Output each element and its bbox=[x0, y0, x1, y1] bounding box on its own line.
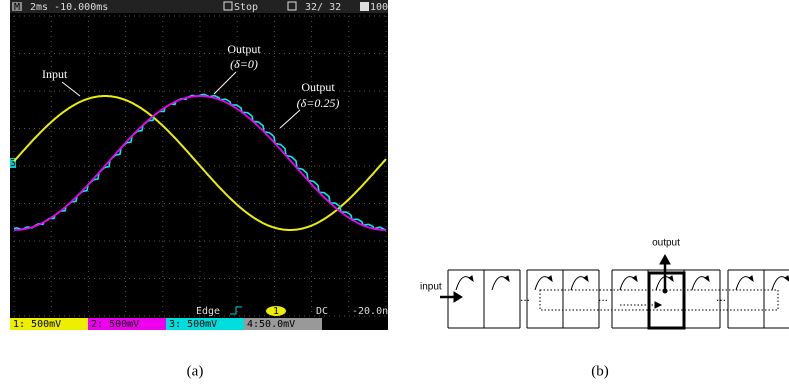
zoom-icon bbox=[360, 2, 369, 11]
arrowhead bbox=[548, 276, 552, 281]
trigger-coupling: DC bbox=[316, 306, 328, 317]
channel-label: 2: 500mV bbox=[91, 319, 139, 330]
arrowhead bbox=[705, 276, 709, 281]
channel-label: 3: 500mV bbox=[169, 319, 217, 330]
arrowhead bbox=[633, 276, 637, 281]
arrowhead bbox=[749, 276, 753, 281]
tap bbox=[663, 289, 667, 293]
menu: M bbox=[14, 2, 20, 13]
caption: (b) bbox=[591, 363, 609, 379]
input-label: input bbox=[420, 282, 442, 293]
trigger-source: 1 bbox=[273, 306, 279, 317]
arrowhead bbox=[505, 276, 509, 281]
arrowhead bbox=[660, 255, 670, 264]
annotation: Output bbox=[227, 42, 261, 56]
annotation: Input bbox=[42, 67, 68, 81]
run-state: Stop bbox=[234, 2, 258, 13]
annotation: Output bbox=[301, 80, 335, 94]
oscilloscope: M 2ms -10.000ms Stop 32/ 32 100 3 Input … bbox=[10, 0, 388, 330]
arrowhead bbox=[469, 276, 473, 281]
caption: (a) bbox=[187, 363, 204, 379]
output-cell bbox=[649, 273, 684, 328]
arrowhead bbox=[454, 292, 462, 302]
shift-path bbox=[540, 290, 778, 310]
annotation: (δ=0) bbox=[230, 57, 258, 71]
trigger-level: -20.0n bbox=[352, 306, 388, 317]
arrowhead bbox=[584, 276, 588, 281]
arrowhead bbox=[669, 276, 673, 281]
channel-label: 4:50.0mV bbox=[247, 319, 295, 330]
ellipsis: ... bbox=[716, 290, 726, 304]
annotation: (δ=0.25) bbox=[297, 96, 340, 110]
acquisitions: 32/ 32 bbox=[305, 2, 341, 13]
figure: M 2ms -10.000ms Stop 32/ 32 100 3 Input … bbox=[0, 0, 789, 385]
output-label: output bbox=[652, 238, 680, 249]
channel-label: 1: 500mV bbox=[13, 319, 61, 330]
ellipsis: ... bbox=[520, 290, 530, 304]
timebase: 2ms -10.000ms bbox=[30, 2, 108, 13]
zoom: 100 bbox=[370, 2, 388, 13]
trigger-mode: Edge bbox=[196, 306, 220, 317]
ellipsis: ... bbox=[598, 290, 608, 304]
diagram bbox=[440, 255, 789, 328]
arrowhead bbox=[785, 276, 789, 281]
arrowhead bbox=[655, 302, 661, 308]
